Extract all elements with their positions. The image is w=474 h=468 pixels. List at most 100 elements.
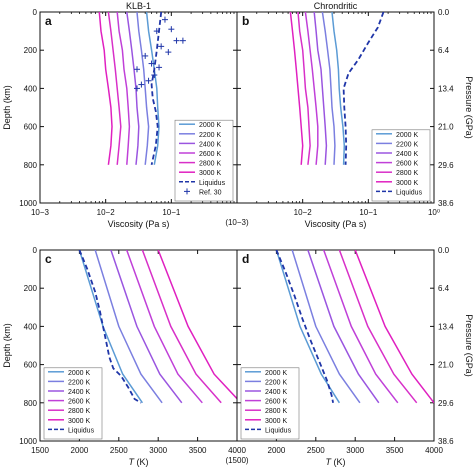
panel-c-series-3000-k-line [157, 250, 237, 400]
panel-b-legend-2800-k-label: 2800 K [396, 170, 419, 177]
panel-c-xtick-label: 3000 [149, 446, 167, 455]
panel-b-series-2000-k-line [331, 12, 346, 165]
panel-c-ytick-label: 0 [33, 246, 38, 255]
panel-c-xlabel: T (K) [129, 457, 149, 467]
panel-d-y2tick-label: 13.4 [438, 322, 454, 331]
panel-b-legend-2000-k-label: 2000 K [396, 132, 419, 139]
panel-a-series-2000-k-line [145, 12, 160, 165]
panel-a-panel-label: a [45, 14, 52, 28]
panel-a-series-ref-30-marker [151, 72, 158, 79]
panel-b-legend-2600-k-label: 2600 K [396, 161, 419, 168]
panel-a-legend-2400-k-label: 2400 K [199, 141, 222, 148]
panel-c-xtick-label: 4000 [228, 446, 246, 455]
panel-d-frame [236, 249, 435, 442]
panel-a-legend-2800-k-label: 2800 K [199, 161, 222, 168]
panel-b-plot-area [289, 12, 385, 165]
panel-a-series-ref-30-marker [142, 52, 149, 59]
panel-c-legend-2400-k-label: 2400 K [68, 389, 91, 396]
panel-b-series-liquidus-line [342, 12, 385, 165]
panel-d-plot-area [275, 250, 434, 404]
panel-d-xtick-label: 2000 [268, 446, 286, 455]
panel-b-frame [236, 11, 435, 204]
panel-c-ytick-label: 1000 [19, 437, 37, 446]
panel-a-legend-2200-k-label: 2200 K [199, 132, 222, 139]
panel-d-y2tick-label: 6.4 [438, 284, 450, 293]
panel-d-series-2200-k-line [291, 250, 361, 404]
panel-b-legend-liquidus-label: Liquidus [396, 189, 423, 196]
panel-a-series-ref-30-marker [145, 77, 152, 84]
panel-a-series-ref-30-marker [133, 85, 140, 92]
panel-a-ytick-label: 800 [24, 161, 38, 170]
panel-c-ytick-label: 600 [24, 361, 38, 370]
panel-b-y2tick-label: 13.4 [438, 84, 454, 93]
panel-c-legend-2200-k-label: 2200 K [68, 379, 91, 386]
panel-d-xtick-label: 3000 [346, 446, 364, 455]
panel-b-series-2800-k-line [297, 12, 311, 165]
panel-b-legend-2200-k-label: 2200 K [396, 141, 419, 148]
panel-d-series-3000-k-line [354, 250, 434, 404]
panel-c-xtick-label: 2000 [71, 446, 89, 455]
panel-c-plot-area [78, 250, 237, 404]
panel-c-series-2200-k-line [94, 250, 163, 404]
panel-d-series-2800-k-line [338, 250, 418, 404]
panel-c-ytick-label: 400 [24, 322, 38, 331]
panel-b-y2label: Pressure (GPa) [464, 76, 474, 139]
panel-c-series-2400-k-line [110, 250, 183, 404]
panel-a-ytick-label: 200 [24, 46, 38, 55]
panel-b-panel-label: b [242, 14, 249, 28]
panel-c-ylabel: Depth (km) [2, 323, 12, 368]
panel-a-series-ref-30-marker [138, 81, 145, 88]
panel-d-y2label: Pressure (GPa) [464, 314, 474, 377]
panel-a-ytick-label: 600 [24, 123, 38, 132]
panel-d-xlabel: T (K) [326, 457, 346, 467]
panel-a-series-ref-30-marker [153, 28, 160, 35]
panel-b-series-2400-k-line [313, 12, 328, 165]
panel-a-series-ref-30-marker [148, 60, 155, 67]
panel-d-panel-label: d [242, 252, 249, 266]
panel-a-title: KLB-1 [126, 1, 151, 11]
panel-a-series-2200-k-line [136, 12, 150, 165]
panel-c-legend-2000-k-label: 2000 K [68, 370, 91, 377]
panel-b-xtick-label: 10−2 [294, 208, 313, 217]
panel-a-xtick-label: 10−1 [162, 208, 181, 217]
panel-d-xtick-label: 3500 [386, 446, 404, 455]
panel-a-ytick-label: 0 [33, 8, 38, 17]
panel-d-xtick-label: 4000 [425, 446, 443, 455]
panel-a-series-ref-30-marker [156, 64, 163, 71]
panel-b-y2tick-label: 29.6 [438, 161, 454, 170]
panel-d-y2tick-label: 38.6 [438, 437, 454, 446]
panel-b-series-3000-k-line [289, 12, 304, 165]
panel-a-ytick-label: 1000 [19, 199, 37, 208]
panel-a-series-ref-30-marker [133, 66, 140, 73]
panel-a-series-ref-30-marker [173, 37, 180, 44]
panel-a-plot-area [98, 12, 186, 165]
panel-d-y2tick-label: 21.0 [438, 361, 454, 370]
panel-a-legend-3000-k-label: 3000 K [199, 170, 222, 177]
panel-b-y2tick-label: 6.4 [438, 46, 450, 55]
panel-d-legend-2200-k-label: 2200 K [265, 379, 288, 386]
panel-c-legend-2800-k-label: 2800 K [68, 408, 91, 415]
panel-a-legend-2600-k-label: 2600 K [199, 151, 222, 158]
panel-d-legend-liquidus-label: Liquidus [265, 427, 292, 434]
panel-c-ytick-label: 200 [24, 284, 38, 293]
panel-c-series-2800-k-line [141, 250, 222, 404]
panel-d-y2tick-label: 29.6 [438, 399, 454, 408]
panel-b-legend-box [371, 129, 431, 202]
panel-d-xtick-label: 2500 [307, 446, 325, 455]
panel-b-xlabel: Viscosity (Pa s) [305, 219, 367, 229]
panel-b-legend-3000-k-label: 3000 K [396, 180, 419, 187]
panel-a-series-ref-30-marker [158, 43, 165, 50]
panel-d-series-liquidus-line [275, 250, 334, 403]
panel-a-legend-2000-k-label: 2000 K [199, 122, 222, 129]
panel-c-xtick-label: 3500 [189, 446, 207, 455]
panel-b-xtick-label: (10−3) [225, 218, 249, 227]
panel-d-xtick-label: (1500) [225, 456, 248, 465]
panel-b-series-2200-k-line [321, 12, 336, 165]
panel-a-legend-ref-30-label: Ref. 30 [199, 189, 222, 196]
panel-a-series-2800-k-line [107, 12, 122, 165]
panel-a-series-ref-30-marker [179, 37, 186, 44]
panel-a-ylabel: Depth (km) [2, 85, 12, 130]
panel-a-series-ref-30-marker [168, 26, 175, 33]
panel-c-xtick-label: 2500 [110, 446, 128, 455]
